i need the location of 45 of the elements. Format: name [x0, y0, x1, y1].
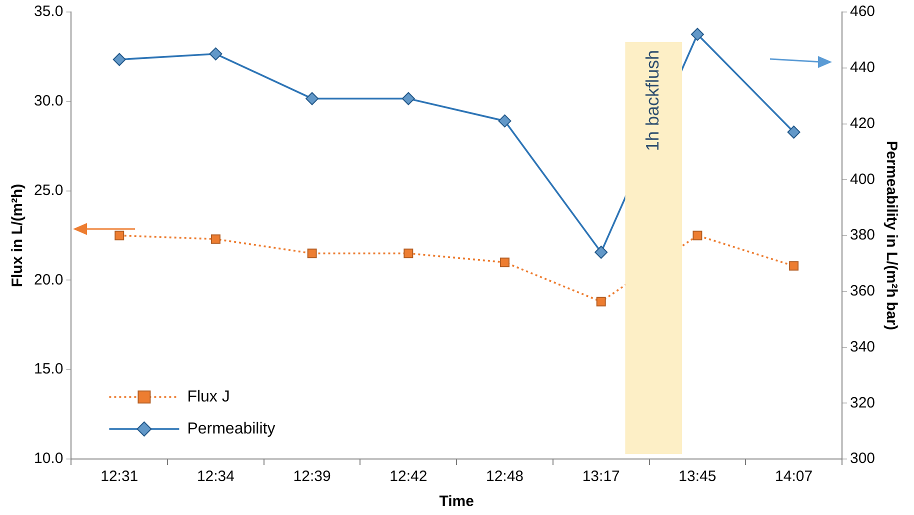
y2-tick-label: 360	[850, 282, 876, 300]
y2-tick-label: 320	[850, 394, 876, 412]
y2-tick-label: 340	[850, 338, 876, 356]
point	[307, 248, 317, 258]
y-tick-label: 10.0	[34, 450, 64, 468]
point	[787, 126, 800, 139]
point	[209, 47, 222, 60]
point	[306, 92, 319, 106]
x-tick-label: 12:39	[293, 468, 331, 486]
point	[594, 246, 608, 259]
point	[112, 52, 126, 66]
point	[402, 92, 415, 106]
point	[789, 261, 799, 271]
y2-tick-label: 380	[850, 226, 876, 244]
y2-tick-label: 400	[850, 170, 876, 188]
point	[498, 114, 512, 128]
point	[692, 230, 702, 240]
y-tick-label: 30.0	[34, 92, 64, 110]
point	[500, 258, 510, 268]
x-tick-label: 12:48	[486, 468, 524, 486]
legend-label: Flux J	[187, 388, 230, 406]
point	[210, 234, 220, 244]
y2-tick-label: 440	[850, 59, 876, 76]
point	[114, 230, 124, 240]
x-tick-label: 13:17	[582, 468, 620, 486]
point	[690, 28, 704, 41]
y-tick-label: 15.0	[34, 360, 64, 378]
y2-tick-label: 300	[850, 450, 876, 468]
band-label: 1h backflush	[642, 50, 663, 152]
legend-label: Permeability	[187, 420, 276, 438]
y-tick-label: 20.0	[34, 271, 64, 288]
x-tick-label: 13:45	[678, 468, 716, 486]
point	[404, 248, 414, 258]
y2-tick-label: 460	[850, 3, 876, 20]
y-tick-label: 35.0	[34, 3, 64, 20]
y-tick-label: 25.0	[34, 182, 64, 199]
y-axis-title: Flux in L/(m²h)	[9, 184, 26, 288]
x-tick-label: 12:42	[390, 468, 428, 486]
x-tick-label: 14:07	[775, 468, 813, 486]
point	[596, 296, 606, 306]
y2-axis-title: Permeability in L/(m²h bar)	[882, 140, 900, 330]
x-axis-title: Time	[439, 493, 474, 510]
x-tick-label: 12:34	[196, 468, 234, 486]
y2-tick-label: 420	[850, 114, 876, 132]
x-tick-label: 12:31	[100, 468, 138, 486]
